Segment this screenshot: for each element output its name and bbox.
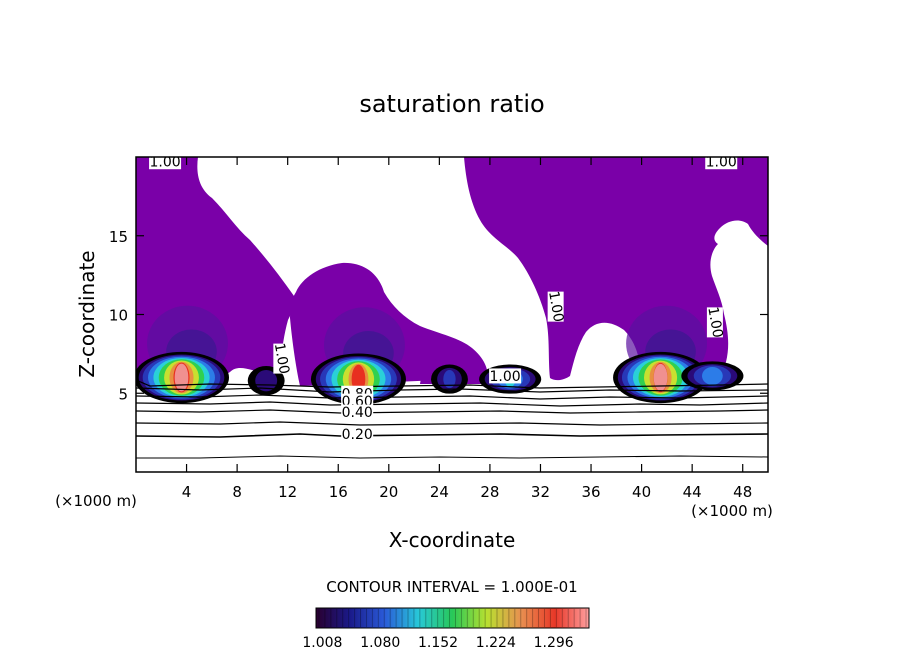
y-tick-label: 10 xyxy=(109,307,128,325)
x-tick-label: 40 xyxy=(632,483,651,501)
colorbar-tick-label: 1.296 xyxy=(534,635,574,651)
contour-label-bg xyxy=(341,404,374,420)
colorbar-tick-label: 1.224 xyxy=(476,635,516,651)
contour-label: 1.00 xyxy=(704,306,725,339)
colorbar-tick-label: 1.080 xyxy=(360,635,400,651)
x-tick-label: 4 xyxy=(182,483,192,501)
colorbar xyxy=(315,607,590,629)
contour-label: 0.20 xyxy=(342,427,373,443)
cloud-core-band xyxy=(653,363,668,392)
contour-label-bg xyxy=(273,343,290,374)
colorbar-stripes xyxy=(318,609,587,627)
contour-label-bg xyxy=(149,157,182,170)
cloud-core-band xyxy=(255,369,278,392)
colorbar-tick-label: 1.008 xyxy=(302,635,342,651)
x-axis-label: X-coordinate xyxy=(389,528,516,552)
contour-label-bg xyxy=(489,368,522,384)
chart-title: saturation ratio xyxy=(359,90,544,118)
x-tick-label: 28 xyxy=(480,483,499,501)
contour-label-bg xyxy=(547,291,564,322)
isolines-lower xyxy=(136,379,768,459)
x-tick-label: 12 xyxy=(278,483,297,501)
contour-label-bg xyxy=(341,426,374,442)
plot-area: 1.001.001.001.001.001.000.800.600.400.20… xyxy=(109,155,769,501)
y-tick-label: 15 xyxy=(109,228,128,246)
contour-label: 0.40 xyxy=(342,405,373,421)
colorbar-tick-labels: 1.008 1.080 1.152 1.224 1.296 xyxy=(302,635,573,651)
x-tick-label: 48 xyxy=(733,483,752,501)
contour-label: 1.00 xyxy=(545,290,566,323)
x-tick-label: 24 xyxy=(430,483,449,501)
contour-label: 1.00 xyxy=(490,369,521,385)
contour-label: 1.00 xyxy=(271,342,292,375)
x-unit-label-right: (×1000 m) xyxy=(691,502,773,520)
x-tick-label: 32 xyxy=(531,483,550,501)
x-tick-label: 16 xyxy=(329,483,348,501)
y-tick-label: 5 xyxy=(118,385,128,403)
x-tick-label: 8 xyxy=(232,483,242,501)
contour-label: 1.00 xyxy=(706,155,737,171)
x-tick-label: 20 xyxy=(379,483,398,501)
y-axis-ticks: 5 10 15 xyxy=(109,228,768,403)
contour-label: 1.00 xyxy=(149,155,180,171)
cloud-core-band xyxy=(174,363,189,392)
x-tick-label: 36 xyxy=(581,483,600,501)
colorbar-tick-label: 1.152 xyxy=(418,635,458,651)
contour-labels: 1.001.001.001.001.001.000.800.600.400.20 xyxy=(149,155,738,443)
x-axis-ticks: 4 8 12 16 20 24 28 32 36 40 44 48 xyxy=(182,157,752,501)
contour-label-bg xyxy=(706,307,723,338)
cloud-core-band xyxy=(443,370,456,389)
cloud-core-band xyxy=(702,366,723,385)
x-unit-label-left: (×1000 m) xyxy=(55,492,137,510)
contour-interval-text: CONTOUR INTERVAL = 1.000E-01 xyxy=(326,578,577,596)
x-tick-label: 44 xyxy=(683,483,702,501)
contour-label-bg xyxy=(705,157,738,170)
y-axis-label: Z-coordinate xyxy=(75,250,99,377)
